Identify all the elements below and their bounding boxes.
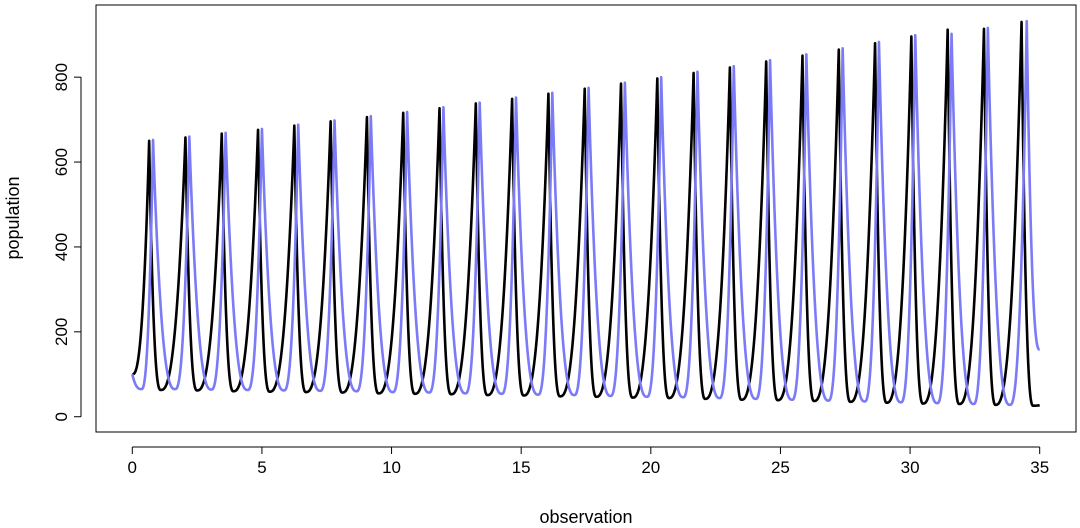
series-line-1 xyxy=(131,20,1041,407)
y-tick-label: 800 xyxy=(52,63,71,91)
y-axis-title: population xyxy=(3,176,23,259)
y-tick-label: 200 xyxy=(52,318,71,346)
x-tick-label: 20 xyxy=(641,458,660,477)
y-axis: 0 200 400 600 800 xyxy=(52,63,82,421)
x-axis-title: observation xyxy=(539,507,632,527)
y-tick-label: 600 xyxy=(52,148,71,176)
x-tick-label: 0 xyxy=(128,458,137,477)
x-tick-label: 30 xyxy=(901,458,920,477)
x-tick-label: 15 xyxy=(512,458,531,477)
series-lines xyxy=(131,19,1041,407)
x-tick-label: 25 xyxy=(771,458,790,477)
x-tick-label: 35 xyxy=(1030,458,1049,477)
x-tick-label: 10 xyxy=(382,458,401,477)
x-axis: 0 5 10 15 20 25 30 35 xyxy=(128,446,1049,477)
y-tick-label: 400 xyxy=(52,233,71,261)
plot-area xyxy=(95,4,1077,433)
series-line-2 xyxy=(131,19,1041,407)
x-tick-label: 5 xyxy=(257,458,266,477)
y-tick-label: 0 xyxy=(52,412,71,421)
